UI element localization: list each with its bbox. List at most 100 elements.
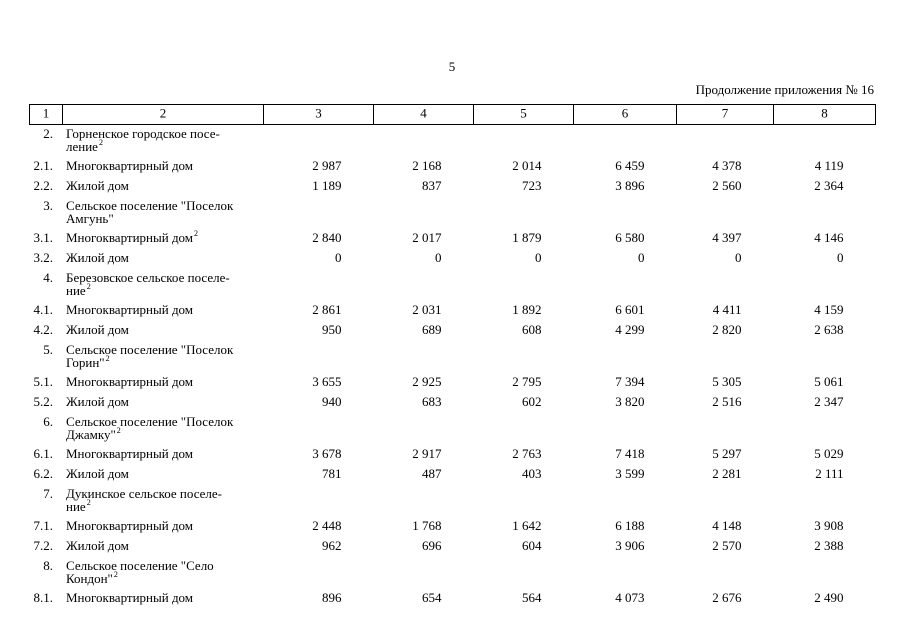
header-cell: 6 — [622, 105, 629, 120]
cell-value: 2 917 — [412, 446, 442, 461]
cell-value: 2 861 — [312, 302, 341, 317]
cell-value: 1 879 — [512, 230, 541, 245]
cell-value: 2 017 — [412, 230, 442, 245]
header-cell: 3 — [315, 105, 322, 120]
row-name: Многоквартирный дом — [66, 518, 193, 533]
cell-value: 2 168 — [412, 158, 441, 173]
cell-value: 2 820 — [712, 322, 741, 337]
cell-value: 4 073 — [615, 590, 644, 605]
row-name: Жилой дом — [66, 394, 129, 409]
row-name: Многоквартирный дом — [66, 158, 193, 173]
cell-value: 602 — [522, 394, 542, 409]
header-cell: 5 — [520, 105, 527, 120]
cell-value: 2 364 — [814, 178, 844, 193]
cell-value: 4 159 — [814, 302, 843, 317]
row-number: 5. — [43, 342, 53, 357]
row-number: 6.2. — [34, 466, 54, 481]
row-number: 7. — [43, 486, 53, 501]
header-cell: 1 — [43, 105, 50, 120]
cell-value: 4 299 — [615, 322, 644, 337]
cell-value: 3 599 — [615, 466, 644, 481]
cell-value: 2 490 — [814, 590, 843, 605]
row-number: 6.1. — [34, 446, 54, 461]
row-number: 8.1. — [34, 590, 54, 605]
cell-value: 2 111 — [815, 466, 843, 481]
cell-value: 5 305 — [712, 374, 741, 389]
section-name: Сельское поселение "Поселок — [66, 414, 234, 429]
cell-value: 2 448 — [312, 518, 341, 533]
row-number: 5.2. — [34, 394, 54, 409]
row-name: Жилой дом — [66, 322, 129, 337]
cell-value: 2 638 — [814, 322, 843, 337]
cell-value: 2 388 — [814, 538, 843, 553]
cell-value: 4 411 — [713, 302, 742, 317]
cell-value: 403 — [522, 466, 542, 481]
row-number: 6. — [43, 414, 53, 429]
cell-value: 896 — [322, 590, 342, 605]
cell-value: 3 908 — [814, 518, 843, 533]
cell-value: 5 061 — [814, 374, 843, 389]
section-name: Сельское поселение "Село — [66, 558, 214, 573]
header-cell: 8 — [821, 105, 828, 120]
cell-value: 0 — [435, 250, 442, 265]
row-number: 2. — [43, 126, 53, 141]
row-number: 3.1. — [34, 230, 54, 245]
row-name: Жилой дом — [66, 538, 129, 553]
cell-value: 4 378 — [712, 158, 741, 173]
row-number: 5.1. — [34, 374, 54, 389]
cell-value: 2 676 — [712, 590, 742, 605]
row-number: 3. — [43, 198, 53, 213]
superscript: 2 — [117, 426, 121, 435]
row-name: Многоквартирный дом — [66, 590, 193, 605]
superscript: 2 — [106, 354, 110, 363]
cell-value: 608 — [522, 322, 542, 337]
cell-value: 4 119 — [815, 158, 844, 173]
cell-value: 3 820 — [615, 394, 644, 409]
cell-value: 2 281 — [712, 466, 741, 481]
cell-value: 781 — [322, 466, 342, 481]
section-name: Горин" — [66, 355, 105, 370]
cell-value: 683 — [422, 394, 442, 409]
row-name: Жилой дом — [66, 178, 129, 193]
cell-value: 1 642 — [512, 518, 541, 533]
row-name: Жилой дом — [66, 250, 129, 265]
cell-value: 3 906 — [615, 538, 645, 553]
section-name: ление — [66, 139, 98, 154]
cell-value: 2 795 — [512, 374, 541, 389]
caption: Продолжение приложения № 16 — [696, 82, 875, 97]
section-name: Сельское поселение "Поселок — [66, 342, 234, 357]
row-number: 4. — [43, 270, 53, 285]
cell-value: 0 — [535, 250, 542, 265]
cell-value: 4 397 — [712, 230, 742, 245]
superscript: 2 — [194, 229, 198, 238]
section-name: ние — [66, 499, 86, 514]
cell-value: 2 925 — [412, 374, 441, 389]
cell-value: 7 394 — [615, 374, 645, 389]
section-name: Сельское поселение "Поселок — [66, 198, 234, 213]
cell-value: 2 014 — [512, 158, 542, 173]
cell-value: 3 655 — [312, 374, 341, 389]
superscript: 2 — [99, 138, 103, 147]
cell-value: 7 418 — [615, 446, 644, 461]
cell-value: 689 — [422, 322, 442, 337]
cell-value: 2 347 — [814, 394, 844, 409]
cell-value: 0 — [837, 250, 844, 265]
cell-value: 487 — [422, 466, 442, 481]
cell-value: 654 — [422, 590, 442, 605]
cell-value: 3 896 — [615, 178, 645, 193]
cell-value: 950 — [322, 322, 342, 337]
cell-value: 696 — [422, 538, 442, 553]
cell-value: 1 768 — [412, 518, 441, 533]
row-name: Жилой дом — [66, 466, 129, 481]
row-name: Многоквартирный дом — [66, 374, 193, 389]
cell-value: 0 — [638, 250, 645, 265]
row-name: Многоквартирный дом — [66, 230, 193, 245]
section-name: Амгунь" — [66, 211, 114, 226]
row-number: 2.1. — [34, 158, 54, 173]
header-cell: 4 — [420, 105, 427, 120]
section-name: Горненское городское посе- — [66, 126, 220, 141]
cell-value: 4 148 — [712, 518, 741, 533]
cell-value: 2 560 — [712, 178, 741, 193]
row-name: Многоквартирный дом — [66, 446, 193, 461]
cell-value: 604 — [522, 538, 542, 553]
